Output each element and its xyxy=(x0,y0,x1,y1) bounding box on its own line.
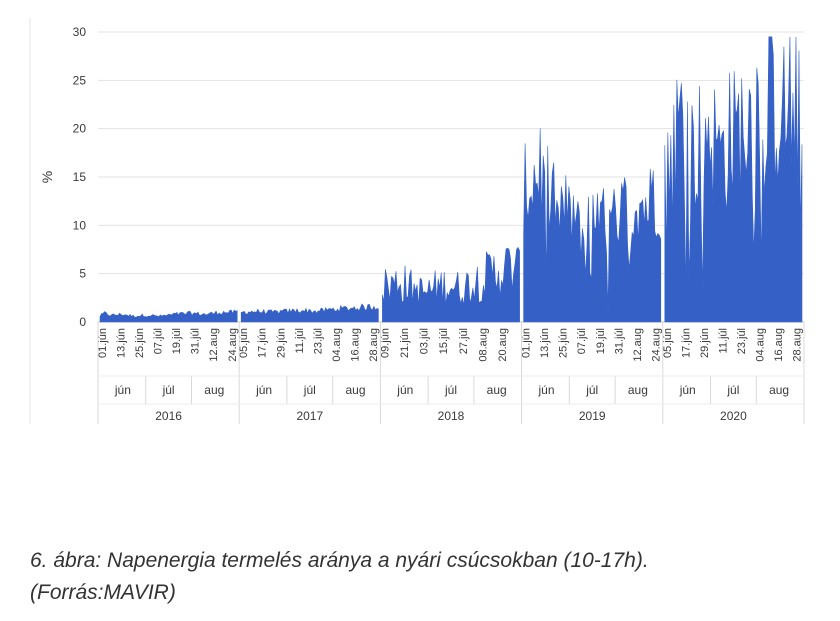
chart-frame: 0 5 10 15 20 25 30% 01.jún 13.jún 25.jún 07.júl 19.… xyxy=(28,18,818,430)
month-label: júl xyxy=(726,383,739,397)
x-tick-label: 16.aug xyxy=(349,328,361,362)
x-tick-label: 16.aug xyxy=(773,328,785,362)
x-tick-label: 17.jún xyxy=(680,328,692,358)
area-series-2018 xyxy=(382,246,520,323)
x-tick-label: 15.júl xyxy=(438,328,450,354)
x-tick-label: 11.júl xyxy=(717,328,729,353)
x-tick-label: 31.júl xyxy=(613,328,625,354)
x-tick-label: 25.jún xyxy=(134,328,146,358)
month-label: júl xyxy=(444,383,457,397)
month-label: júl xyxy=(162,383,175,397)
y-tick-label: 5 xyxy=(79,267,86,281)
x-tick-label: 24.aug xyxy=(650,328,662,362)
y-tick-label: 0 xyxy=(79,315,86,329)
y-tick-label: 10 xyxy=(73,218,87,232)
x-tick-label: 12.aug xyxy=(208,328,220,362)
x-tick-label: 05.jún xyxy=(662,328,674,358)
month-label: jún xyxy=(679,383,696,397)
x-tick-label: 12.aug xyxy=(632,328,644,362)
year-label: 2019 xyxy=(579,409,606,423)
month-label: júl xyxy=(585,383,598,397)
x-tick-label: 28.aug xyxy=(792,328,804,362)
month-label: aug xyxy=(487,383,507,397)
chart-svg: 0 5 10 15 20 25 30% 01.jún 13.jún 25.jún 07.júl 19.… xyxy=(29,18,805,424)
y-tick-label: 20 xyxy=(73,122,87,136)
x-tick-label: 20.aug xyxy=(497,328,509,362)
x-tick-label: 13.jún xyxy=(539,328,551,358)
x-tick-label: 04.aug xyxy=(755,328,767,362)
grid-layer xyxy=(98,31,804,323)
caption-line-1: 6. ábra: Napenergia termelés aránya a ny… xyxy=(30,549,649,572)
year-label: 2016 xyxy=(155,409,182,423)
x-tick-label: 28.aug xyxy=(368,328,380,362)
area-series-2020 xyxy=(664,36,803,323)
x-tick-label: 27.júl xyxy=(458,328,470,354)
month-label: jún xyxy=(114,383,131,397)
x-tick-label: 29.jún xyxy=(275,328,287,358)
x-tick-label: 29.jún xyxy=(699,328,711,358)
x-tick-label: 01.jún xyxy=(521,328,533,358)
month-label: aug xyxy=(628,383,648,397)
x-tick-label: 13.jún xyxy=(116,328,128,358)
x-tick-label: 09.jún xyxy=(379,328,391,358)
year-label: 2018 xyxy=(438,409,465,423)
y-tick-label: 30 xyxy=(73,25,87,39)
x-tick-label: 07.júl xyxy=(153,328,165,354)
x-tick-label: 17.jún xyxy=(257,328,269,358)
x-tick-label: 07.júl xyxy=(576,328,588,354)
month-label: aug xyxy=(204,383,224,397)
figure-caption: 6. ábra: Napenergia termelés aránya a ny… xyxy=(30,545,820,609)
x-tick-label: 08.aug xyxy=(477,328,489,362)
area-layer xyxy=(99,36,803,323)
x-tick-label: 31.júl xyxy=(190,328,202,354)
axis-layer: 0 5 10 15 20 25 30% 01.jún 13.jún 25.jún 07.júl 19.… xyxy=(29,18,805,424)
month-label: jún xyxy=(537,383,554,397)
month-label: jún xyxy=(396,383,413,397)
area-series-2019 xyxy=(523,128,662,323)
year-label: 2020 xyxy=(720,409,747,423)
month-label: aug xyxy=(345,383,365,397)
x-tick-label: 23.júl xyxy=(736,328,748,354)
area-series-2017 xyxy=(240,303,379,323)
year-label: 2017 xyxy=(296,409,323,423)
x-tick-label: 25.jún xyxy=(558,328,570,358)
y-tick-label: 25 xyxy=(73,73,87,87)
x-tick-label: 01.jún xyxy=(97,328,109,358)
y-axis-label: % xyxy=(39,171,55,183)
x-tick-label: 19.júl xyxy=(595,328,607,354)
month-label: aug xyxy=(769,383,789,397)
x-tick-label: 21.jún xyxy=(399,328,411,358)
month-label: jún xyxy=(255,383,272,397)
area-series-2016 xyxy=(99,309,238,323)
caption-line-2: (Forrás:MAVIR) xyxy=(30,581,176,604)
x-tick-label: 24.aug xyxy=(227,328,239,362)
month-label: júl xyxy=(303,383,316,397)
x-tick-label: 23.júl xyxy=(312,328,324,354)
x-tick-label: 19.júl xyxy=(171,328,183,354)
x-tick-label: 05.jún xyxy=(238,328,250,358)
y-tick-label: 15 xyxy=(73,170,87,184)
x-tick-label: 03.júl xyxy=(419,328,431,354)
x-tick-label: 11.júl xyxy=(294,328,306,353)
x-tick-label: 04.aug xyxy=(331,328,343,362)
